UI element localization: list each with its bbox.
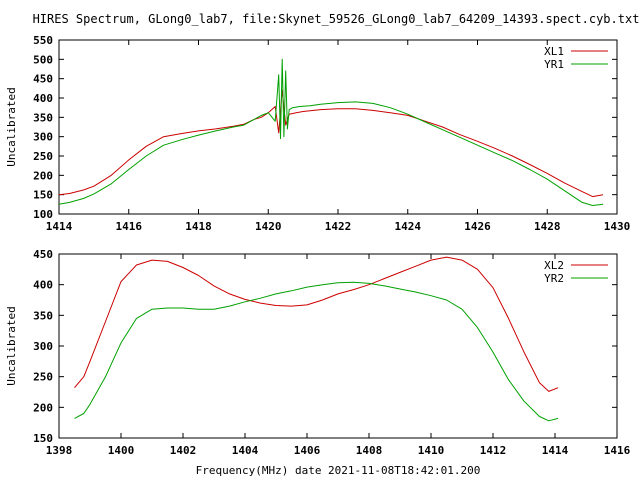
bottom-panel: 1398 1400 1402 1404 1406 1408 1410 1412 1414 1416…: [5, 248, 631, 457]
y-axis-label: Uncalibrated: [5, 306, 18, 385]
x-axis-label: Frequency(MHz) date 2021-11-08T18:42:01.…: [196, 464, 481, 477]
legend-label-yr2: YR2: [544, 272, 564, 285]
x-tick-label: 1420: [255, 220, 282, 233]
x-tick-label: 1430: [604, 220, 631, 233]
series-line-xl2: [74, 256, 559, 392]
series-line-xl1: [58, 89, 604, 198]
x-tick-label: 1406: [294, 444, 321, 457]
x-tick-label: 1400: [108, 444, 135, 457]
top-panel: 1414 1416 1418 1420 1422 1424 1426 1428 1430 100 1…: [5, 34, 630, 233]
legend-label-xl2: XL2: [544, 259, 564, 272]
y-tick-label: 450: [33, 73, 53, 86]
series-line-yr2: [74, 281, 559, 422]
x-tick-label: 1412: [480, 444, 507, 457]
y-tick-label: 300: [33, 131, 53, 144]
x-tick-label: 1416: [116, 220, 143, 233]
x-tick-label: 1398: [46, 444, 73, 457]
y-tick-label: 250: [33, 371, 53, 384]
x-tick-label: 1426: [464, 220, 491, 233]
x-tick-label: 1422: [325, 220, 352, 233]
x-tick-label: 1404: [232, 444, 259, 457]
y-tick-label: 250: [33, 150, 53, 163]
y-tick-label: 300: [33, 340, 53, 353]
y-tick-label: 350: [33, 309, 53, 322]
plot-frame: [58, 39, 618, 215]
x-tick-label: 1402: [170, 444, 197, 457]
y-tick-label: 100: [33, 208, 53, 221]
figure-title: HIRES Spectrum, GLong0_lab7, file:Skynet…: [33, 12, 640, 26]
series-line-yr1: [58, 58, 604, 206]
y-tick-label: 550: [33, 34, 53, 47]
y-tick-label: 450: [33, 248, 53, 261]
x-tick-label: 1428: [534, 220, 561, 233]
y-axis-label: Uncalibrated: [5, 87, 18, 166]
y-tick-label: 150: [33, 189, 53, 202]
y-tick-label: 400: [33, 279, 53, 292]
x-tick-label: 1408: [356, 444, 383, 457]
x-tick-label: 1410: [418, 444, 445, 457]
y-tick-label: 200: [33, 401, 53, 414]
x-tick-label: 1424: [395, 220, 422, 233]
y-tick-label: 200: [33, 169, 53, 182]
x-tick-label: 1416: [604, 444, 631, 457]
x-tick-label: 1414: [46, 220, 73, 233]
legend-label-xl1: XL1: [544, 45, 564, 58]
y-tick-label: 500: [33, 53, 53, 66]
legend-label-yr1: YR1: [544, 58, 564, 71]
y-tick-label: 400: [33, 92, 53, 105]
y-tick-label: 350: [33, 111, 53, 124]
y-tick-label: 150: [33, 432, 53, 445]
x-tick-label: 1418: [185, 220, 212, 233]
x-tick-label: 1414: [542, 444, 569, 457]
